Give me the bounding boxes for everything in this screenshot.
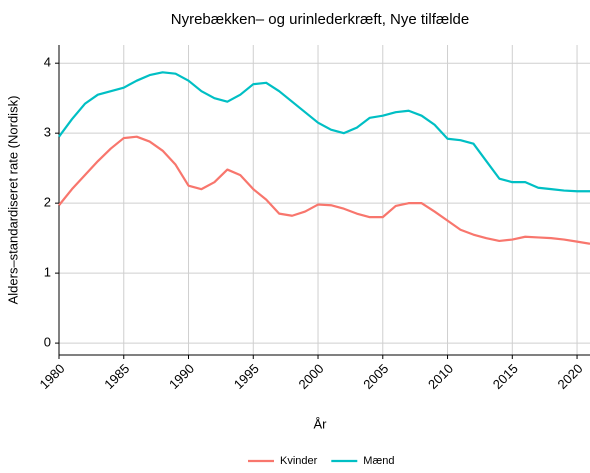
x-tick-label: 1980	[36, 361, 67, 392]
y-tick-label: 3	[44, 125, 51, 140]
x-tick-label: 2000	[296, 361, 327, 392]
x-tick-label: 2015	[490, 361, 521, 392]
x-tick-label: 2020	[555, 361, 586, 392]
x-tick-label: 2005	[360, 361, 391, 392]
legend-label: Kvinder	[280, 455, 318, 467]
x-tick-label: 1985	[101, 361, 132, 392]
x-axis-label: År	[314, 416, 328, 431]
y-axis-label: Alders–standardiseret rate (Nordisk)	[5, 96, 20, 305]
x-tick-label: 1995	[231, 361, 262, 392]
y-tick-label: 0	[44, 335, 51, 350]
x-tick-label: 2010	[425, 361, 456, 392]
y-tick-label: 1	[44, 265, 51, 280]
y-tick-label: 2	[44, 195, 51, 210]
line	[58, 71, 590, 193]
y-tick-label: 4	[44, 55, 51, 70]
line	[58, 135, 590, 245]
x-tick-label: 1990	[166, 361, 197, 392]
chart-title: Nyrebækken– og urinlederkræft, Nye tilfæ…	[171, 11, 469, 28]
legend-label: Mænd	[363, 455, 394, 467]
